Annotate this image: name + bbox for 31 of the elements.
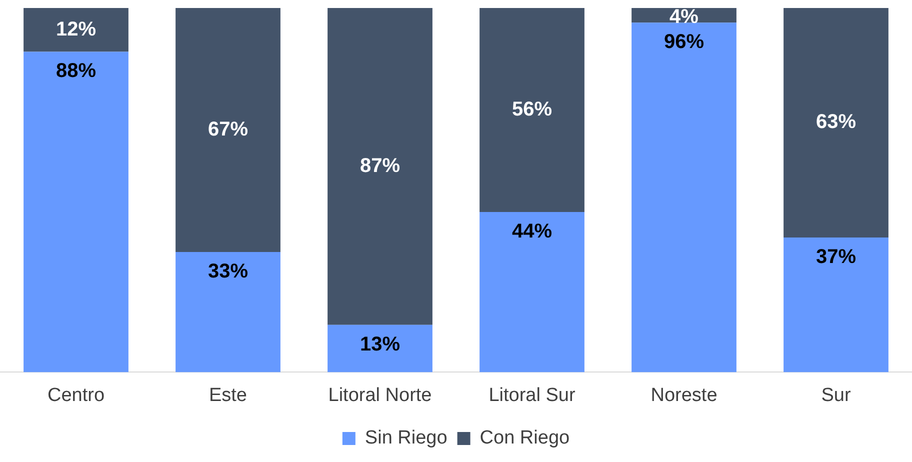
legend-label: Con Riego xyxy=(480,428,570,449)
bar xyxy=(784,8,888,238)
data-label: 4% xyxy=(670,6,699,28)
bar xyxy=(480,8,584,212)
bar xyxy=(328,8,432,325)
x-tick-label: Centro xyxy=(47,384,105,406)
x-tick-label: Noreste xyxy=(650,384,718,406)
data-label: 33% xyxy=(208,260,248,283)
data-label: 56% xyxy=(512,98,552,120)
bar xyxy=(632,22,736,372)
bar xyxy=(24,8,128,52)
x-tick-label: Este xyxy=(208,384,248,406)
bar xyxy=(480,212,584,372)
data-label: 37% xyxy=(816,246,856,268)
data-label: 13% xyxy=(360,333,400,356)
legend-label: Sin Riego xyxy=(364,428,448,449)
bar xyxy=(176,8,280,252)
data-label: 87% xyxy=(360,154,400,177)
data-label: 67% xyxy=(208,118,248,141)
bar xyxy=(784,237,888,372)
x-tick-label: Litoral Norte xyxy=(328,384,432,406)
data-label: 96% xyxy=(664,31,704,54)
bar xyxy=(24,52,128,372)
data-label: 44% xyxy=(512,220,552,242)
data-label: 88% xyxy=(56,60,96,82)
bar xyxy=(176,252,280,372)
data-label: 63% xyxy=(816,111,856,134)
x-tick-label: Litoral Sur xyxy=(488,384,576,406)
bar xyxy=(328,324,432,372)
data-label: 12% xyxy=(56,18,96,40)
x-tick-label: Sur xyxy=(821,384,852,406)
